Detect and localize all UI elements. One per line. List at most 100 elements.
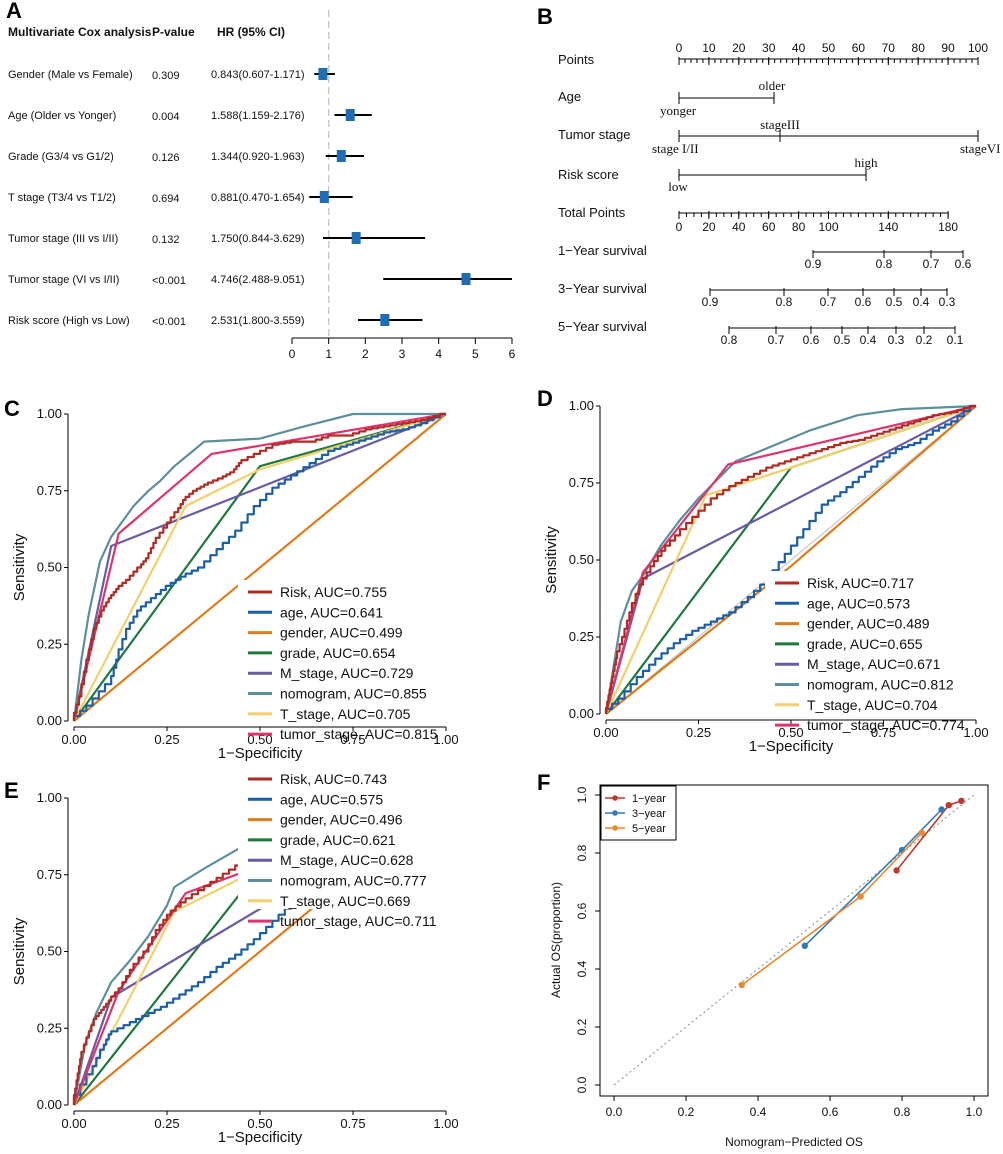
roc-legend-box	[765, 571, 990, 713]
roc-legend-label: age, AUC=0.641	[280, 604, 383, 620]
nomogram-stage-i-ii: stage I/II	[652, 141, 699, 156]
panel-label-b: B	[537, 4, 553, 29]
calibration-point	[938, 806, 945, 813]
roc-y-tick-label: 1.00	[37, 406, 62, 421]
nomogram-tick-label: 100	[818, 220, 838, 234]
forest-x-tick-label: 1	[325, 347, 332, 361]
nomogram-tick-label: 140	[878, 220, 898, 234]
roc-x-tick-label: 1.00	[433, 1116, 458, 1131]
nomogram-tick-label: 180	[938, 220, 958, 234]
nomogram-tick-label: 0.3	[888, 333, 905, 347]
nomogram-age-yonger: yonger	[660, 103, 697, 118]
roc-x-axis-title: 1−Specificity	[218, 745, 303, 762]
nomogram-tick-label: 0.7	[768, 333, 785, 347]
forest-row-label: T stage (T3/4 vs T1/2)	[8, 192, 116, 204]
panel-label-c: C	[4, 396, 20, 421]
roc-x-axis-title: 1−Specificity	[218, 1129, 303, 1146]
forest-row-label: Gender (Male vs Female)	[8, 69, 133, 81]
nomogram-stage-vi: stageVI	[960, 141, 1000, 156]
roc-x-axis-title: 1−Specificity	[749, 738, 834, 755]
nomogram-tick-label: 0.8	[721, 333, 738, 347]
roc-legend-box	[238, 580, 456, 722]
forest-x-tick-label: 6	[509, 347, 516, 361]
forest-row-hr-text: 2.531(1.800-3.559)	[211, 315, 305, 327]
forest-x-tick-label: 3	[399, 347, 406, 361]
roc-y-tick-label: 1.00	[37, 790, 62, 805]
calibration-y-tick-label: 0.8	[575, 844, 589, 861]
nomogram-tick-label: 0	[676, 41, 683, 55]
forest-header-2: HR (95% CI)	[217, 25, 285, 39]
nomogram-tick-label: 10	[702, 41, 716, 55]
nomogram-tick-label: 40	[792, 41, 806, 55]
roc-diagonal	[605, 405, 977, 715]
forest-hr-marker	[351, 232, 361, 244]
nomogram-tick-label: 60	[762, 220, 776, 234]
calibration-legend-dot	[612, 825, 618, 831]
forest-row-hr-text: 1.344(0.920-1.963)	[211, 151, 305, 163]
calibration-frame	[599, 784, 989, 1097]
roc-y-tick-label: 0.00	[569, 706, 594, 721]
nomogram-risk-low: low	[668, 179, 688, 194]
roc-legend-label: nomogram, AUC=0.855	[280, 686, 427, 702]
roc-legend-label: T_stage, AUC=0.704	[807, 697, 938, 713]
roc-y-tick-label: 0.75	[37, 483, 62, 498]
roc-x-tick-label: 0.75	[340, 732, 365, 747]
roc-legend-label: T_stage, AUC=0.705	[280, 706, 411, 722]
roc-x-tick-label: 0.75	[871, 725, 896, 740]
forest-row-pvalue: 0.132	[152, 234, 180, 246]
calibration-x-tick-label: 0.8	[894, 1105, 911, 1119]
calibration-legend-label: 3−year	[632, 808, 666, 820]
calibration-y-tick-label: 1.0	[575, 786, 589, 803]
forest-plot: Multivariate Cox analysis P-value HR (95% …	[8, 10, 516, 361]
roc-legend-label: nomogram, AUC=0.812	[807, 677, 954, 693]
panel-label-e: E	[4, 778, 19, 803]
calibration-y-tick-label: 0.4	[575, 960, 589, 977]
roc-legend-label: grade, AUC=0.655	[807, 636, 923, 652]
roc-legend-label: tumor_stage, AUC=0.774	[807, 717, 965, 733]
roc-series-age	[604, 404, 976, 714]
roc-legend-label: grade, AUC=0.621	[280, 832, 396, 848]
panel-label-f: F	[537, 770, 550, 795]
nomogram-row-name: Points	[558, 52, 595, 67]
roc-x-tick-label: 0.50	[247, 732, 272, 747]
nomogram: Points Age Tumor stage Risk score Total Poin…	[558, 41, 1000, 347]
nomogram-tick-label: 0.9	[805, 257, 822, 271]
forest-row-label: Risk score (High vs Low)	[8, 315, 130, 327]
calibration-y-tick-label: 0.0	[575, 1076, 589, 1093]
nomogram-tick-label: 20	[732, 41, 746, 55]
nomogram-tick-label: 0.6	[855, 295, 872, 309]
calibration-point	[918, 829, 925, 836]
roc-y-tick-label: 0.50	[37, 944, 62, 959]
roc-legend-label: Risk, AUC=0.717	[807, 575, 914, 591]
calibration-ideal-line	[613, 794, 975, 1086]
calibration-x-axis-title: Nomogram−Predicted OS	[725, 1135, 863, 1149]
forest-row-pvalue: <0.001	[152, 316, 186, 328]
nomogram-row-name: 5−Year survival	[558, 319, 647, 334]
roc-x-tick-label: 1.00	[963, 725, 988, 740]
nomogram-row-name: 3−Year survival	[558, 281, 647, 296]
calibration-legend-label: 5−year	[632, 823, 666, 835]
forest-hr-marker	[461, 273, 471, 285]
nomogram-tick-label: 0.5	[834, 333, 851, 347]
roc-y-axis-title: Sensitivity	[543, 526, 560, 594]
forest-row-pvalue: 0.309	[152, 70, 180, 82]
forest-x-tick-label: 2	[362, 347, 369, 361]
calibration-x-tick-label: 0.6	[822, 1105, 839, 1119]
roc-series-nomogram	[72, 412, 446, 722]
roc-y-tick-label: 0.25	[37, 1020, 62, 1035]
calibration-point	[857, 893, 864, 900]
nomogram-tick-label: 0.4	[860, 333, 877, 347]
roc-series-risk	[72, 412, 446, 721]
calibration-chart: 0.0 0.2 0.4 0.6 0.8 1.0 0.0 0.2 0.4 0.6 0.8 1.0 Nomo…	[549, 784, 989, 1149]
nomogram-row-name: 1−Year survival	[558, 243, 647, 258]
roc-series-risk	[604, 404, 976, 714]
nomogram-tick-label: 0.8	[776, 295, 793, 309]
calibration-point	[945, 801, 952, 809]
forest-row-pvalue: 0.694	[152, 193, 180, 205]
forest-row-hr-text: 1.750(0.844-3.629)	[211, 233, 305, 245]
calibration-x-tick-label: 0.4	[750, 1105, 767, 1119]
roc-legend-label: age, AUC=0.573	[807, 595, 910, 611]
nomogram-stage-iii: stageIII	[760, 117, 800, 132]
roc-x-tick-label: 0.25	[154, 732, 179, 747]
